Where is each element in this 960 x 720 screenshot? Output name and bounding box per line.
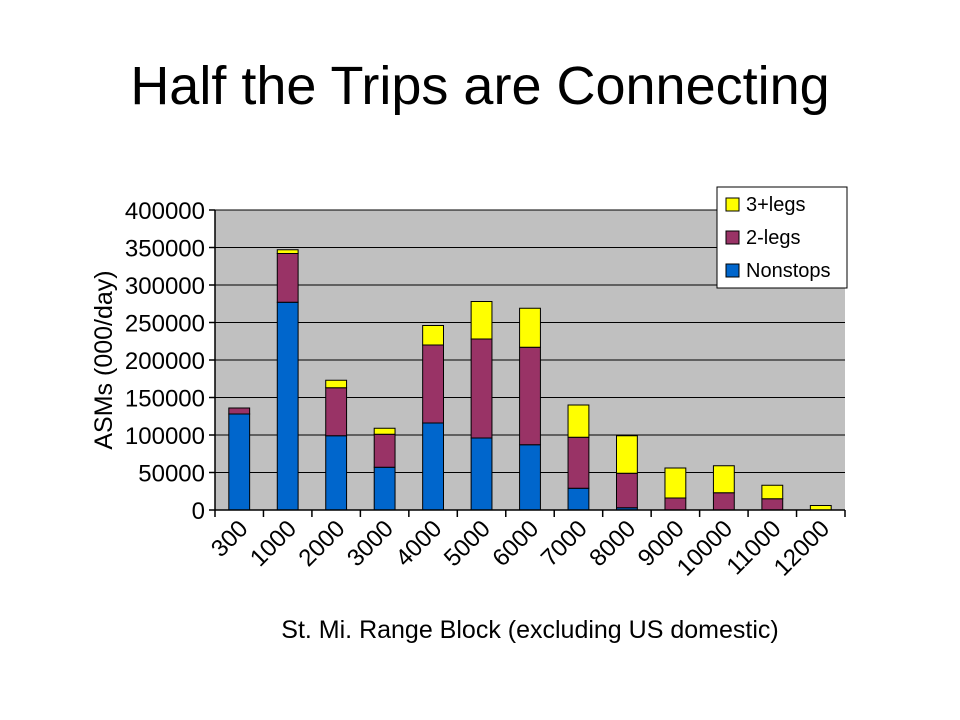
x-axis-label: St. Mi. Range Block (excluding US domest… [281,616,778,644]
x-tick-labels: 3001000200030004000500060007000800090001… [206,515,835,581]
x-tick-label: 6000 [487,515,544,572]
axes [209,209,846,517]
legend-swatch [725,263,740,278]
bar-segment-3-legs [519,307,541,348]
y-tick-label: 250000 [125,311,205,338]
y-tick-label: 100000 [125,423,205,450]
y-tick-label: 200000 [125,348,205,375]
bar-segment-2-legs [373,433,396,468]
y-tick-label: 150000 [125,386,205,413]
bar-segment-nonstops [276,301,299,511]
y-tick-label: 300000 [125,273,205,300]
bar-segment-2-legs [712,492,735,511]
y-tick-label: 350000 [125,236,205,263]
legend-swatch [725,230,740,245]
bar-segment-3-legs [325,379,348,389]
x-tick-label: 10000 [672,515,738,581]
legend-swatch [725,197,740,212]
bar-segment-nonstops [373,466,396,511]
bar-segment-2-legs [567,436,590,489]
bar-segment-nonstops [470,437,493,511]
bar-segment-3-legs [276,249,299,254]
legend-label: Nonstops [746,260,831,282]
bar-segment-nonstops [422,422,445,511]
bar-segment-3-legs [616,435,638,474]
bar-segment-nonstops [325,435,348,511]
bar-segment-3-legs [422,325,445,346]
x-tick-label: 5000 [439,515,496,572]
bar-segment-2-legs [276,253,299,303]
bar-segment-2-legs [519,346,541,446]
bar-segment-nonstops [567,487,590,511]
bar-segment-nonstops [519,444,541,511]
bar-segment-3-legs [761,484,784,500]
bar-segment-nonstops [228,413,251,511]
y-tick-labels: 0 50000 100000 150000 200000 250000 300000 3500… [125,198,205,525]
y-tick-label: 50000 [138,461,205,488]
bar-segment-3-legs [712,465,735,494]
bar-segment-3-legs [567,404,590,438]
x-tick-label: 8000 [584,515,641,572]
x-tick-label: 7000 [536,515,593,572]
legend-label: 2-legs [746,227,800,249]
legend-label: 3+legs [746,194,806,216]
x-tick-label: 1000 [245,515,302,572]
bar-segment-3-legs [373,427,396,435]
bar-segment-2-legs [761,498,784,511]
bar-segment-2-legs [228,407,251,415]
bar-segment-2-legs [664,497,687,511]
bar-segment-2-legs [616,472,638,509]
y-tick-label: 0 [192,498,205,525]
bars [228,249,832,511]
y-tick-label: 400000 [125,198,205,225]
x-tick-label: 2000 [294,515,351,572]
y-axis-label: ASMs (000/day) [90,270,118,449]
bar-segment-3-legs [470,301,493,340]
x-tick-label: 3000 [342,515,399,572]
legend: 3+legs 2-legs Nonstops [716,186,848,289]
bar-segment-2-legs [422,344,445,424]
slide-title: Half the Trips are Connecting [130,56,830,116]
bar-segment-2-legs [325,387,348,437]
x-tick-label: 12000 [769,515,835,581]
bar-segment-2-legs [470,338,493,439]
x-tick-label: 4000 [390,515,447,572]
bar-segment-3-legs [664,467,687,499]
